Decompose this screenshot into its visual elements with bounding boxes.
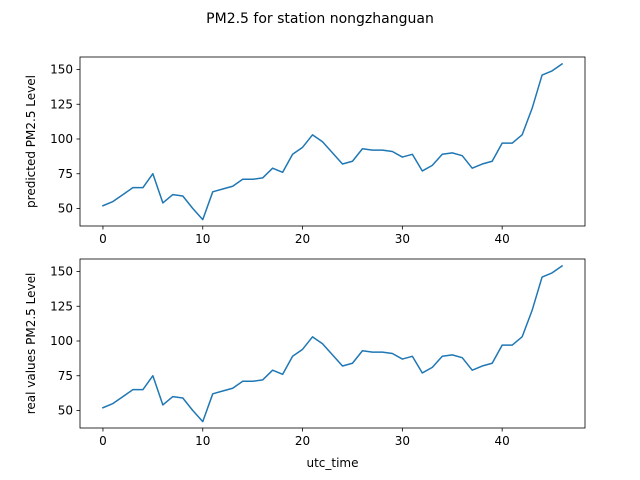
y-tick-label: 150 [50, 265, 73, 279]
x-tick-label: 40 [495, 232, 510, 246]
plot-predicted: 0 10 20 30 40 50 75 100 125 150 predicted PM2.5 Le… [24, 56, 586, 246]
x-tick-label: 10 [195, 434, 210, 448]
x-tick-label: 10 [195, 232, 210, 246]
x-tick-label: 30 [395, 434, 410, 448]
y-tick-label: 125 [50, 299, 73, 313]
y-axis-label: predicted PM2.5 Level [24, 75, 38, 208]
plot-real-values: 0 10 20 30 40 50 75 100 125 150 real values PM2.5 … [24, 258, 586, 470]
figure-title: PM2.5 for station nongzhanguan [206, 11, 434, 27]
x-axis-label: utc_time [306, 456, 358, 470]
y-tick-label: 50 [58, 202, 73, 216]
y-tick-label: 125 [50, 97, 73, 111]
x-tick-label: 30 [395, 232, 410, 246]
y-tick-label: 50 [58, 404, 73, 418]
y-tick-label: 150 [50, 63, 73, 77]
series-line [101, 264, 564, 423]
series-line [101, 62, 564, 221]
y-tick-label: 100 [50, 334, 73, 348]
y-tick-label: 75 [58, 167, 73, 181]
x-tick-label: 20 [295, 434, 310, 448]
y-tick-label: 75 [58, 369, 73, 383]
x-tick-label: 0 [99, 232, 107, 246]
axes-frame [79, 258, 586, 429]
axes-frame [79, 56, 586, 227]
x-tick-label: 40 [495, 434, 510, 448]
x-tick-label: 20 [295, 232, 310, 246]
y-tick-label: 100 [50, 132, 73, 146]
y-axis-label: real values PM2.5 Level [24, 273, 38, 415]
x-tick-label: 0 [99, 434, 107, 448]
